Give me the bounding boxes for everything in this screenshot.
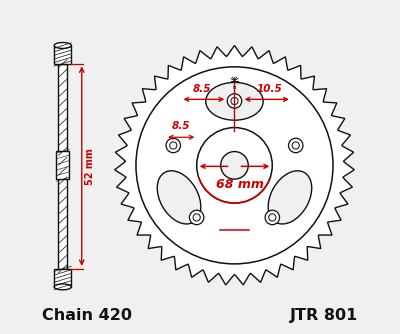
Polygon shape bbox=[115, 45, 354, 285]
Text: π: π bbox=[233, 85, 236, 90]
Ellipse shape bbox=[157, 171, 201, 224]
Circle shape bbox=[193, 214, 200, 221]
Circle shape bbox=[292, 142, 299, 149]
Text: 8.5: 8.5 bbox=[193, 85, 212, 95]
Text: Chain 420: Chain 420 bbox=[42, 308, 132, 323]
Ellipse shape bbox=[54, 42, 71, 48]
Polygon shape bbox=[54, 45, 71, 63]
Circle shape bbox=[170, 142, 177, 149]
Circle shape bbox=[288, 138, 303, 153]
Circle shape bbox=[136, 67, 333, 264]
Circle shape bbox=[190, 210, 204, 225]
Circle shape bbox=[166, 138, 180, 153]
Circle shape bbox=[265, 210, 280, 225]
Text: JTR 801: JTR 801 bbox=[290, 308, 358, 323]
Circle shape bbox=[231, 98, 238, 105]
Ellipse shape bbox=[54, 284, 71, 290]
Polygon shape bbox=[58, 63, 67, 269]
Text: 8.5: 8.5 bbox=[172, 121, 191, 131]
Polygon shape bbox=[56, 151, 69, 179]
Ellipse shape bbox=[268, 171, 312, 224]
Circle shape bbox=[221, 152, 248, 179]
Circle shape bbox=[227, 94, 242, 108]
Circle shape bbox=[197, 128, 272, 203]
Text: 10.5: 10.5 bbox=[256, 85, 282, 95]
Polygon shape bbox=[54, 269, 71, 287]
Circle shape bbox=[269, 214, 276, 221]
Ellipse shape bbox=[206, 82, 263, 120]
Text: 52 mm: 52 mm bbox=[85, 148, 95, 185]
Text: 68 mm: 68 mm bbox=[216, 178, 264, 191]
